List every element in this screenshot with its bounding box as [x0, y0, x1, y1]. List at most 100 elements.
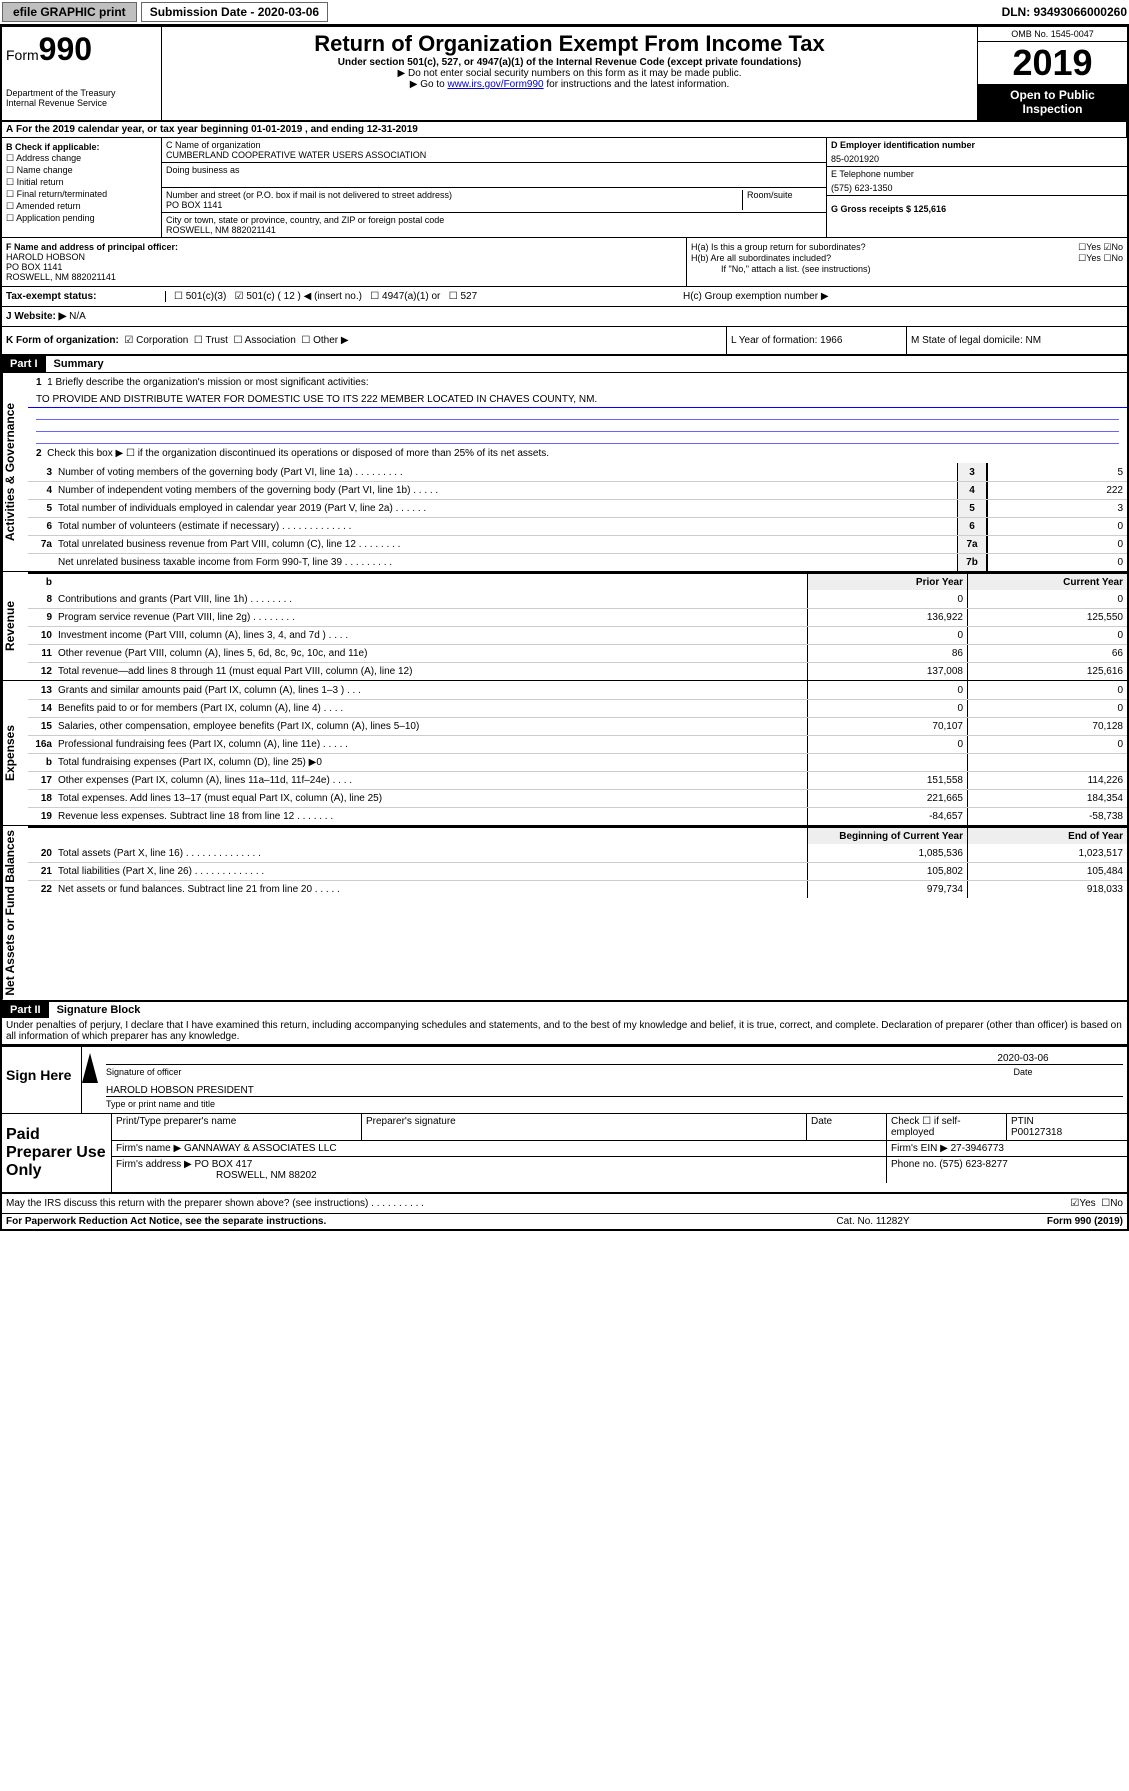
- col-header-current: Current Year: [967, 574, 1127, 590]
- part-ii-header-row: Part II Signature Block: [2, 1002, 1127, 1018]
- sign-here-label: Sign Here: [2, 1047, 82, 1113]
- city-value: ROSWELL, NM 882021141: [166, 225, 822, 235]
- data-line: 9Program service revenue (Part VIII, lin…: [28, 608, 1127, 626]
- cat-no: Cat. No. 11282Y: [773, 1216, 973, 1227]
- data-line: bTotal fundraising expenses (Part IX, co…: [28, 753, 1127, 771]
- form-title: Return of Organization Exempt From Incom…: [166, 31, 973, 57]
- sig-officer-line[interactable]: [106, 1053, 923, 1064]
- chk-501c[interactable]: ☑ 501(c) ( 12 ) ◀ (insert no.): [235, 291, 362, 302]
- firm-phone: (575) 623-8277: [939, 1159, 1007, 1170]
- chk-527[interactable]: ☐ 527: [449, 291, 477, 302]
- form-header: Form990 Department of the Treasury Inter…: [2, 27, 1127, 122]
- firm-city: ROSWELL, NM 88202: [116, 1170, 882, 1181]
- footer-row: For Paperwork Reduction Act Notice, see …: [2, 1214, 1127, 1229]
- submission-date: Submission Date - 2020-03-06: [141, 2, 328, 22]
- gov-line: 7aTotal unrelated business revenue from …: [28, 535, 1127, 553]
- data-line: 20Total assets (Part X, line 16) . . . .…: [28, 844, 1127, 862]
- sign-here-block: Sign Here 2020-03-06 Signature of office…: [2, 1045, 1127, 1113]
- col-b: B Check if applicable: ☐ Address change …: [2, 138, 162, 237]
- col-header-end: End of Year: [967, 828, 1127, 844]
- gov-line: 3Number of voting members of the governi…: [28, 463, 1127, 481]
- chk-name-change[interactable]: ☐ Name change: [6, 165, 157, 176]
- tax-year-text: A For the 2019 calendar year, or tax yea…: [2, 122, 1127, 137]
- k-label: K Form of organization:: [6, 335, 119, 346]
- chk-4947[interactable]: ☐ 4947(a)(1) or: [370, 291, 440, 302]
- officer-name: HAROLD HOBSON: [6, 252, 682, 262]
- discuss-no[interactable]: No: [1110, 1198, 1123, 1209]
- form-footer: Form 990 (2019): [973, 1216, 1123, 1227]
- data-line: 22Net assets or fund balances. Subtract …: [28, 880, 1127, 898]
- chk-app-pending[interactable]: ☐ Application pending: [6, 213, 157, 224]
- part-ii-title: Signature Block: [49, 1002, 149, 1018]
- data-line: 8Contributions and grants (Part VIII, li…: [28, 590, 1127, 608]
- g-label: G Gross receipts $ 125,616: [831, 204, 1123, 214]
- name-title-label: Type or print name and title: [106, 1099, 1123, 1109]
- open-public-badge: Open to Public Inspection: [978, 84, 1127, 120]
- chk-other[interactable]: Other ▶: [313, 335, 348, 346]
- part-i-badge: Part I: [2, 356, 46, 372]
- discuss-yes[interactable]: Yes: [1079, 1198, 1095, 1209]
- data-line: 13Grants and similar amounts paid (Part …: [28, 681, 1127, 699]
- data-line: 21Total liabilities (Part X, line 26) . …: [28, 862, 1127, 880]
- chk-501c3[interactable]: ☐ 501(c)(3): [174, 291, 226, 302]
- part-ii-badge: Part II: [2, 1002, 49, 1018]
- prep-sig-label: Preparer's signature: [362, 1114, 807, 1140]
- top-toolbar: efile GRAPHIC print Submission Date - 20…: [0, 0, 1129, 25]
- j-label: J Website: ▶: [6, 311, 66, 322]
- box-f: F Name and address of principal officer:…: [2, 238, 687, 286]
- mission-label: 1 Briefly describe the organization's mi…: [47, 377, 369, 388]
- efile-button[interactable]: efile GRAPHIC print: [2, 2, 137, 22]
- chk-final-return[interactable]: ☐ Final return/terminated: [6, 189, 157, 200]
- paid-preparer-block: Paid Preparer Use Only Print/Type prepar…: [2, 1113, 1127, 1194]
- form-note-1: ▶ Do not enter social security numbers o…: [166, 68, 973, 79]
- blue-line-1: [36, 408, 1119, 420]
- data-line: 16aProfessional fundraising fees (Part I…: [28, 735, 1127, 753]
- col-header-prior: Prior Year: [807, 574, 967, 590]
- chk-initial-return[interactable]: ☐ Initial return: [6, 177, 157, 188]
- sign-date: 2020-03-06: [923, 1053, 1123, 1064]
- date-label: Date: [923, 1067, 1123, 1077]
- sig-officer-label: Signature of officer: [106, 1067, 923, 1077]
- hc-label: H(c) Group exemption number ▶: [683, 291, 1123, 302]
- gov-line: 4Number of independent voting members of…: [28, 481, 1127, 499]
- note2-post: for instructions and the latest informat…: [544, 79, 730, 90]
- paid-preparer-label: Paid Preparer Use Only: [2, 1114, 112, 1192]
- d-label: D Employer identification number: [831, 140, 1123, 150]
- note2-pre: ▶ Go to: [410, 79, 448, 90]
- gov-line: 6Total number of volunteers (estimate if…: [28, 517, 1127, 535]
- self-employed-label: Check ☐ if self-employed: [887, 1114, 1007, 1140]
- firm-name: GANNAWAY & ASSOCIATES LLC: [184, 1143, 337, 1154]
- chk-corp[interactable]: Corporation: [136, 335, 188, 346]
- chk-address-change[interactable]: ☐ Address change: [6, 153, 157, 164]
- city-label: City or town, state or province, country…: [166, 215, 822, 225]
- pra-notice: For Paperwork Reduction Act Notice, see …: [6, 1216, 773, 1227]
- header-right-cell: OMB No. 1545-0047 2019 Open to Public In…: [977, 27, 1127, 120]
- chk-amended[interactable]: ☐ Amended return: [6, 201, 157, 212]
- discuss-text: May the IRS discuss this return with the…: [6, 1198, 1070, 1209]
- dept-text: Department of the Treasury: [6, 88, 157, 98]
- chk-trust[interactable]: Trust: [205, 335, 227, 346]
- irs-text: Internal Revenue Service: [6, 98, 157, 108]
- gov-line: Net unrelated business taxable income fr…: [28, 553, 1127, 571]
- row-j-website: J Website: ▶ N/A: [2, 307, 1127, 327]
- ptin-value: P00127318: [1011, 1127, 1123, 1138]
- col-header-begin: Beginning of Current Year: [807, 828, 967, 844]
- prep-name-label: Print/Type preparer's name: [112, 1114, 362, 1140]
- firm-name-label: Firm's name ▶: [116, 1143, 181, 1154]
- side-label-net: Net Assets or Fund Balances: [2, 826, 28, 1000]
- l-year-formation: L Year of formation: 1966: [727, 327, 907, 354]
- row-i-tax-exempt: Tax-exempt status: ☐ 501(c)(3) ☑ 501(c) …: [2, 287, 1127, 307]
- website-value: N/A: [69, 311, 86, 322]
- form-number: 990: [39, 31, 92, 67]
- box-h: H(a) Is this a group return for subordin…: [687, 238, 1127, 286]
- form-990-frame: Form990 Department of the Treasury Inter…: [0, 25, 1129, 1231]
- side-label-governance: Activities & Governance: [2, 373, 28, 571]
- firm-phone-label: Phone no.: [891, 1159, 937, 1170]
- form-label: Form: [6, 47, 39, 63]
- form990-link[interactable]: www.irs.gov/Form990: [447, 79, 543, 90]
- addr-value: PO BOX 1141: [166, 200, 742, 210]
- row-a: A For the 2019 calendar year, or tax yea…: [2, 122, 1127, 138]
- data-line: 12Total revenue—add lines 8 through 11 (…: [28, 662, 1127, 680]
- chk-assoc[interactable]: Association: [245, 335, 296, 346]
- data-line: 14Benefits paid to or for members (Part …: [28, 699, 1127, 717]
